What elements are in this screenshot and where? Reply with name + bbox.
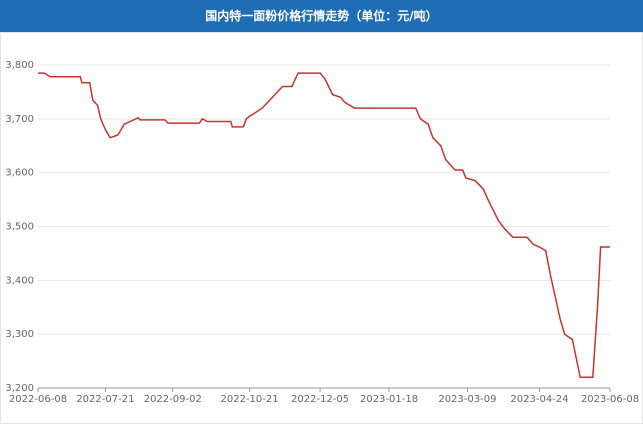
x-tick-label: 2023-04-24 bbox=[510, 394, 568, 405]
y-tick-label: 3,500 bbox=[5, 222, 34, 233]
y-tick-label: 3,700 bbox=[5, 114, 34, 125]
chart-border bbox=[0, 32, 643, 424]
price-line bbox=[38, 72, 610, 378]
chart: 3,200 3,300 3,400 3,500 3,600 3,700 3,800 2022-… bbox=[0, 32, 643, 424]
y-tick-label: 3,800 bbox=[5, 60, 34, 71]
x-tick-label: 2022-07-21 bbox=[76, 394, 134, 405]
y-tick-label: 3,400 bbox=[5, 275, 34, 286]
x-tick-label: 2022-09-02 bbox=[144, 394, 202, 405]
y-tick-label: 3,300 bbox=[5, 329, 34, 340]
chart-title: 国内特一面粉价格行情走势（单位：元/吨） bbox=[0, 0, 643, 32]
y-tick-label: 3,600 bbox=[5, 168, 34, 179]
x-tick-label: 2022-12-05 bbox=[291, 394, 349, 405]
x-tick-label: 2023-06-08 bbox=[581, 394, 639, 405]
x-tick-label: 2022-06-08 bbox=[9, 394, 67, 405]
y-tick-label: 3,200 bbox=[5, 383, 34, 394]
x-tick-label: 2022-10-21 bbox=[220, 394, 278, 405]
x-tick-label: 2023-03-09 bbox=[438, 394, 496, 405]
x-tick-label: 2023-01-18 bbox=[360, 394, 418, 405]
